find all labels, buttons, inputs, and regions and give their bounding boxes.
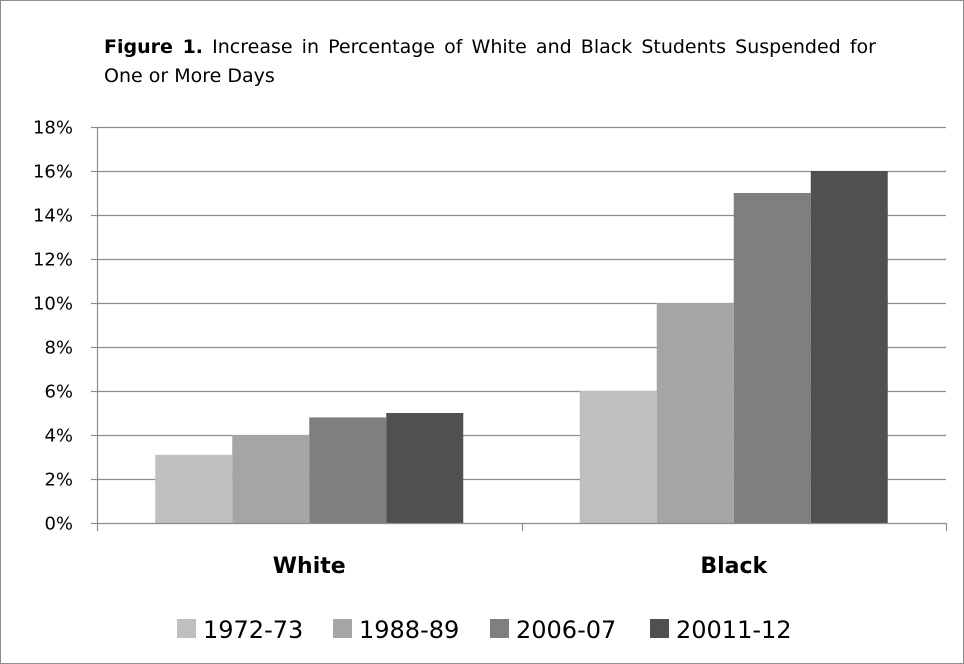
y-axis-tick-labels: 0% 2% 4% 6% 8% 10% 12% 14% 16% 18% xyxy=(33,118,73,535)
bars xyxy=(155,171,888,523)
y-tick-label: 18% xyxy=(33,118,73,139)
legend-label: 1972-73 xyxy=(203,616,303,644)
legend-swatch xyxy=(177,619,196,638)
y-tick-label: 8% xyxy=(44,338,73,359)
legend-label: 2006-07 xyxy=(516,616,616,644)
legend-swatch xyxy=(333,619,352,638)
x-category-label: White xyxy=(273,554,346,579)
legend-swatch xyxy=(490,619,509,638)
x-category-label: Black xyxy=(700,554,768,579)
y-tick-label: 10% xyxy=(33,294,73,315)
bar-white-1972-73 xyxy=(155,454,233,523)
chart-title-text: Increase in Percentage of White and Blac… xyxy=(104,36,876,87)
bar-black-2006-07 xyxy=(733,193,811,523)
bar-white-2006-07 xyxy=(309,417,387,523)
legend-label: 1988-89 xyxy=(359,616,459,644)
legend-label: 20011-12 xyxy=(676,616,792,644)
y-tick-label: 2% xyxy=(44,470,73,491)
y-tick-label: 16% xyxy=(33,162,73,183)
chart-title: Figure 1. Increase in Percentage of Whit… xyxy=(104,33,876,91)
y-tick-label: 6% xyxy=(44,382,73,403)
bar-white-20011-12 xyxy=(386,413,464,523)
legend: 1972-73 1988-89 2006-07 20011-12 xyxy=(177,616,792,644)
axes xyxy=(91,126,948,531)
x-axis-category-labels: White Black xyxy=(273,554,769,579)
bar-white-1988-89 xyxy=(232,435,310,523)
y-tick-label: 14% xyxy=(33,206,73,227)
y-tick-label: 4% xyxy=(44,426,73,447)
bar-black-1988-89 xyxy=(656,303,734,523)
y-tick-label: 0% xyxy=(44,514,73,535)
bar-black-1972-73 xyxy=(579,391,657,523)
legend-swatch xyxy=(650,619,669,638)
y-tick-label: 12% xyxy=(33,250,73,271)
bar-black-20011-12 xyxy=(810,171,888,523)
figure-label: Figure 1. xyxy=(104,36,204,58)
